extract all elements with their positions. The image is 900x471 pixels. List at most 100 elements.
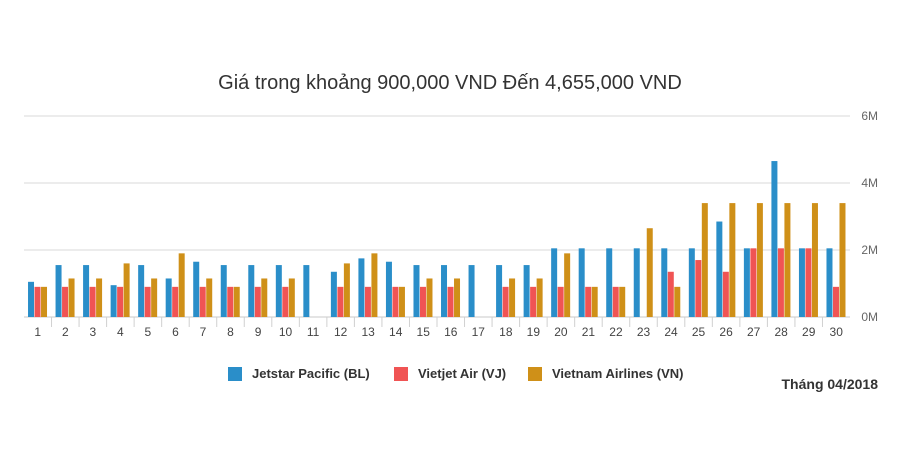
bar-vietnam-airlines-vn-day-6 [178,253,185,317]
legend-item-jetstar[interactable]: Jetstar Pacific (BL) [228,366,370,381]
bar-jetstar-pacific-bl-day-18 [496,265,503,317]
x-tick-label: 25 [692,325,706,339]
bar-vietjet-air-vj-day-5 [144,286,151,317]
bar-vietnam-airlines-vn-day-7 [206,278,213,317]
y-tick-label: 6M [861,109,878,123]
x-tick-label: 29 [802,325,816,339]
x-axis-labels: 1 2 3 4 5 6 7 8 9 10 11 12 13 14 15 16 17 18 19 20 21 22 23 24 2… [34,325,843,339]
bar-jetstar-pacific-bl-day-2 [55,265,62,317]
bar-vietjet-air-vj-day-10 [282,286,289,317]
bar-jetstar-pacific-bl-day-10 [275,265,282,317]
bar-vietjet-air-vj-day-14 [392,286,399,317]
x-tick-label: 20 [554,325,568,339]
bar-jetstar-pacific-bl-day-23 [633,248,640,317]
bar-vietnam-airlines-vn-day-13 [371,253,378,317]
bar-vietjet-air-vj-day-21 [585,286,592,317]
bar-vietnam-airlines-vn-day-23 [646,228,653,317]
bar-vietnam-airlines-vn-day-3 [96,278,103,317]
bar-vietjet-air-vj-day-6 [172,286,179,317]
bar-vietnam-airlines-vn-day-14 [398,286,405,317]
bar-jetstar-pacific-bl-day-26 [716,221,723,317]
bar-vietnam-airlines-vn-day-9 [261,278,268,317]
legend-swatch-vietnam-airlines [528,366,542,381]
bar-jetstar-pacific-bl-day-9 [248,265,255,317]
bar-vietnam-airlines-vn-day-27 [756,203,763,317]
bar-jetstar-pacific-bl-day-8 [220,265,227,317]
y-tick-label: 4M [861,176,878,190]
bar-jetstar-pacific-bl-day-24 [661,248,668,317]
x-tick-label: 15 [417,325,431,339]
bar-vietjet-air-vj-day-20 [557,286,564,317]
x-tick-label: 21 [582,325,596,339]
x-tick-label: 13 [361,325,375,339]
bar-vietjet-air-vj-day-16 [447,286,454,317]
x-tick-label: 22 [609,325,623,339]
bar-jetstar-pacific-bl-day-11 [303,265,310,317]
bar-vietnam-airlines-vn-day-26 [729,203,736,317]
x-tick-label: 30 [830,325,844,339]
month-label: Tháng 04/2018 [781,376,879,392]
legend-swatch-jetstar [228,366,242,381]
bar-vietnam-airlines-vn-day-1 [41,286,48,317]
bar-vietjet-air-vj-day-24 [667,271,674,317]
bar-vietjet-air-vj-day-26 [722,271,729,317]
bar-vietnam-airlines-vn-day-24 [674,286,681,317]
bar-vietnam-airlines-vn-day-2 [68,278,75,317]
bar-vietjet-air-vj-day-27 [750,248,757,317]
bar-jetstar-pacific-bl-day-27 [743,248,750,317]
bar-jetstar-pacific-bl-day-30 [826,248,833,317]
bar-vietjet-air-vj-day-3 [89,286,96,317]
x-tick-label: 1 [34,325,41,339]
legend-label-jetstar: Jetstar Pacific (BL) [252,366,370,381]
x-tick-label: 19 [527,325,541,339]
x-tick-label: 7 [200,325,207,339]
x-tick-label: 3 [89,325,96,339]
x-tick-label: 26 [719,325,733,339]
bar-vietjet-air-vj-day-1 [34,286,41,317]
bar-vietjet-air-vj-day-4 [117,286,124,317]
x-tick-label: 23 [637,325,651,339]
bar-vietjet-air-vj-day-8 [227,286,234,317]
bar-vietnam-airlines-vn-day-29 [811,203,818,317]
bar-jetstar-pacific-bl-day-29 [798,248,805,317]
legend-label-vietjet: Vietjet Air (VJ) [418,366,507,381]
legend-swatch-vietjet [394,366,408,381]
bar-vietnam-airlines-vn-day-21 [591,286,598,317]
y-tick-label: 0M [861,310,878,324]
legend-label-vietnam-airlines: Vietnam Airlines (VN) [552,366,684,381]
bar-jetstar-pacific-bl-day-19 [523,265,530,317]
x-tick-label: 28 [774,325,788,339]
bar-vietnam-airlines-vn-day-12 [343,263,350,317]
bar-vietjet-air-vj-day-22 [612,286,619,317]
bar-vietnam-airlines-vn-day-18 [509,278,516,317]
x-tick-label: 11 [307,325,320,339]
legend-item-vietnam-airlines[interactable]: Vietnam Airlines (VN) [528,366,683,381]
bar-jetstar-pacific-bl-day-6 [165,278,172,317]
bar-jetstar-pacific-bl-day-17 [468,265,475,317]
x-tick-label: 14 [389,325,403,339]
bar-vietjet-air-vj-day-13 [364,286,371,317]
x-tick-label: 9 [255,325,262,339]
x-tick-label: 18 [499,325,513,339]
chart-title: Giá trong khoảng 900,000 VND Đến 4,655,0… [218,72,682,94]
x-tick-label: 8 [227,325,234,339]
legend: Jetstar Pacific (BL) Vietjet Air (VJ) Vi… [0,366,900,386]
legend-item-vietjet[interactable]: Vietjet Air (VJ) [394,366,506,381]
bar-jetstar-pacific-bl-day-22 [606,248,613,317]
bar-jetstar-pacific-bl-day-16 [441,265,448,317]
x-tick-label: 24 [664,325,678,339]
x-tick-label: 6 [172,325,179,339]
bar-vietjet-air-vj-day-25 [695,260,702,317]
bar-jetstar-pacific-bl-day-1 [28,281,35,317]
bar-vietnam-airlines-vn-day-30 [839,203,846,317]
bar-vietjet-air-vj-day-30 [832,286,839,317]
bar-jetstar-pacific-bl-day-14 [385,261,392,317]
bar-vietnam-airlines-vn-day-15 [426,278,433,317]
bar-jetstar-pacific-bl-day-3 [83,265,90,317]
bar-vietjet-air-vj-day-9 [254,286,261,317]
x-tick-label: 12 [334,325,348,339]
bar-jetstar-pacific-bl-day-28 [771,161,778,317]
bar-jetstar-pacific-bl-day-13 [358,258,365,317]
y-axis-labels: 0M 2M 4M 6M [861,109,878,324]
bar-vietjet-air-vj-day-15 [419,286,426,317]
